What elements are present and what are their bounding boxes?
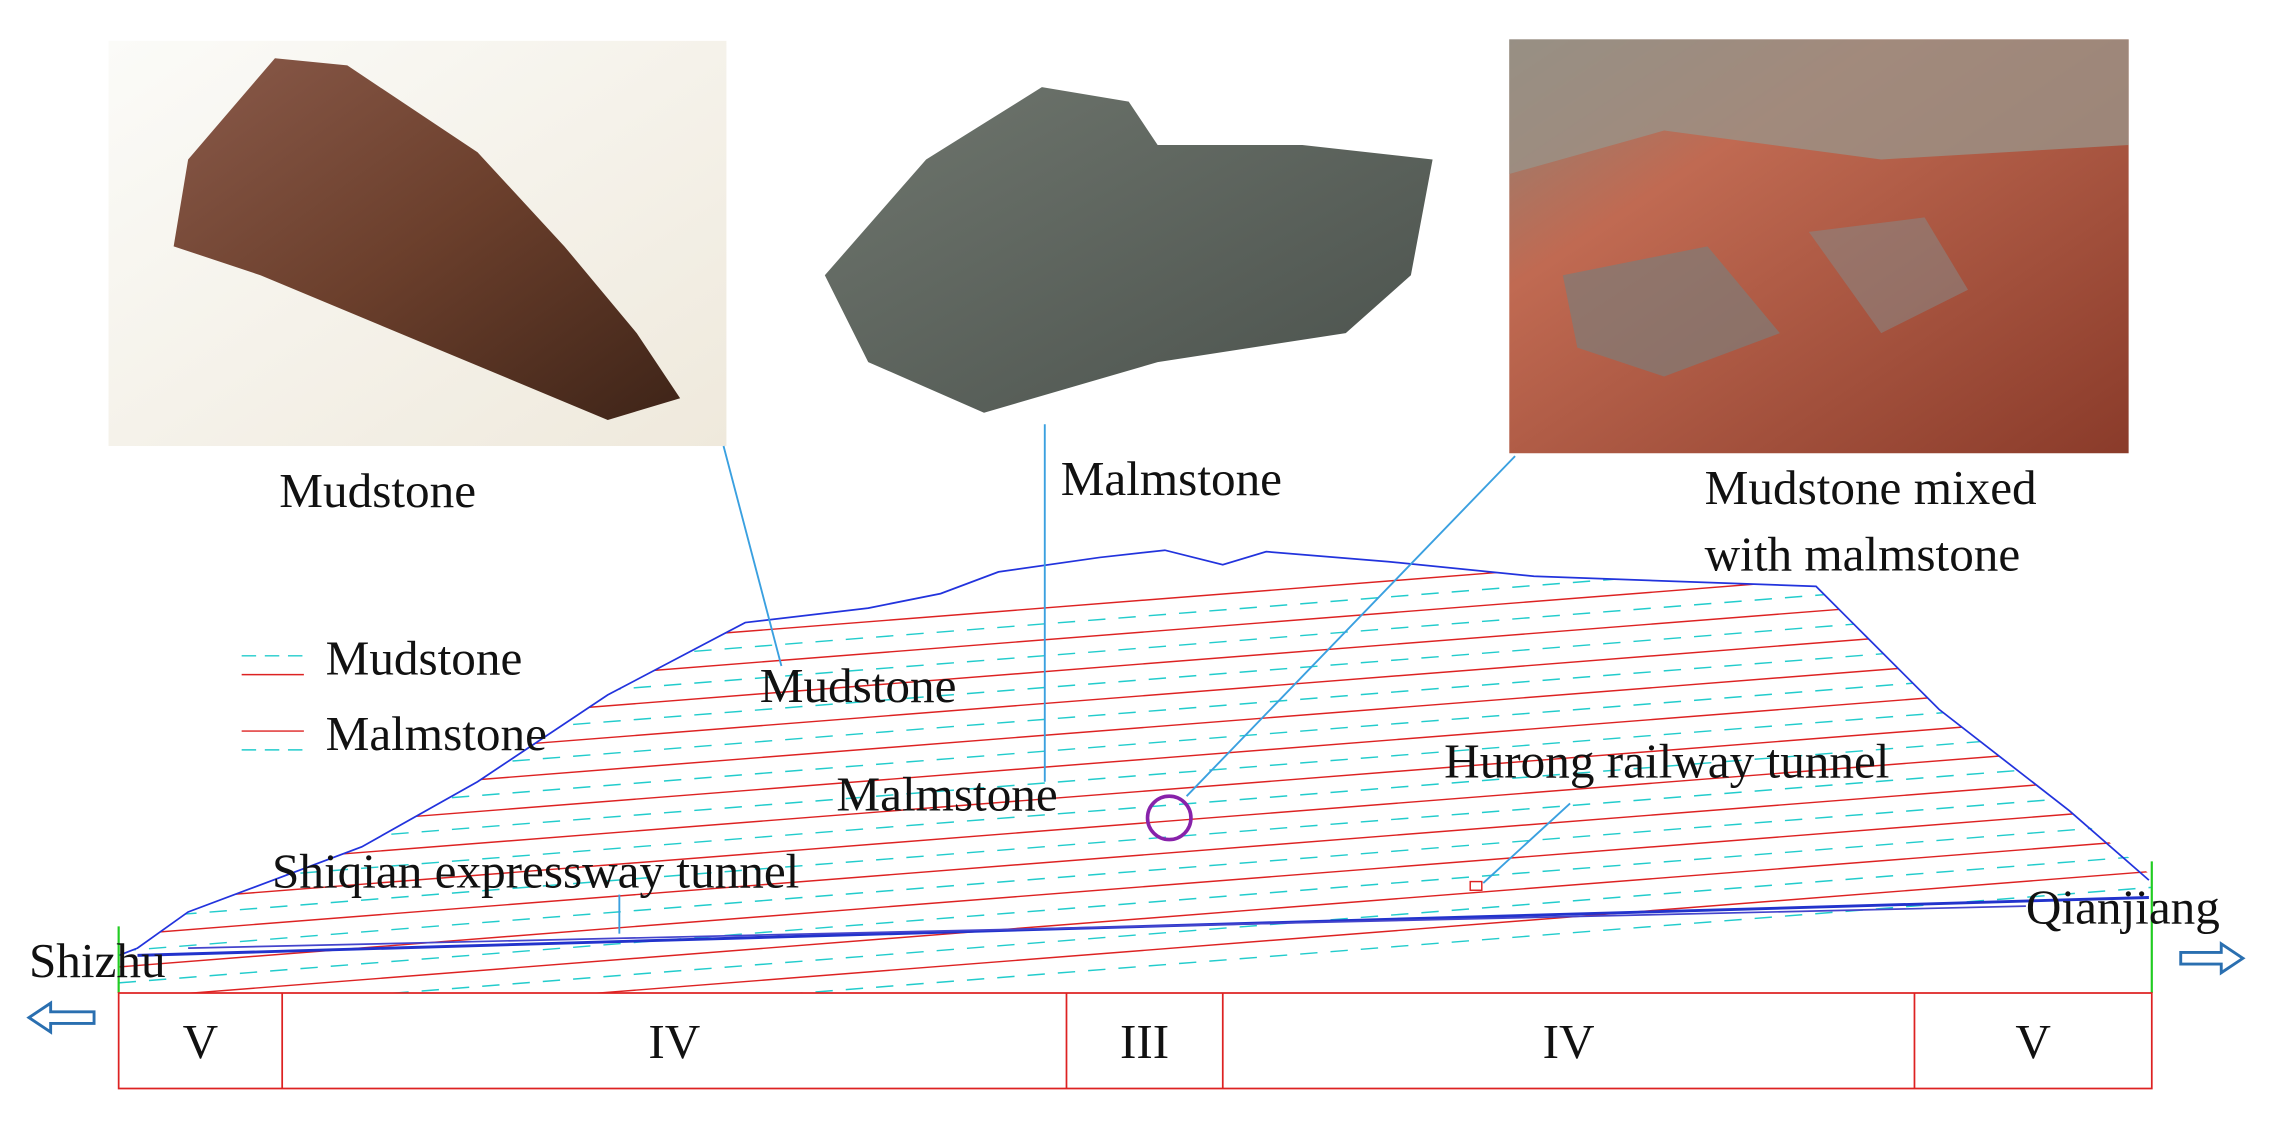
malmstone-layer bbox=[118, 807, 2152, 968]
grade-table: V IV III IV V bbox=[117, 992, 2153, 1090]
mudstone-layer bbox=[118, 822, 2152, 984]
malmstone-layer bbox=[118, 870, 2152, 994]
grade-label: IV bbox=[648, 1014, 700, 1069]
arrow-right bbox=[2179, 941, 2246, 976]
pointer bbox=[1185, 455, 1516, 797]
section-label: Hurong railway tunnel bbox=[1444, 733, 1889, 788]
section-label: Mudstone bbox=[760, 658, 957, 713]
malmstone-layer bbox=[118, 743, 2152, 905]
photo-label: with malmstone bbox=[1705, 526, 2021, 581]
end-label: Qianjiang bbox=[2026, 880, 2220, 935]
legend-label: Mudstone bbox=[326, 631, 523, 686]
terrain-outline bbox=[118, 549, 2150, 957]
section-label: Shiqian expressway tunnel bbox=[272, 843, 799, 898]
pointers bbox=[618, 424, 1571, 934]
mudstone-layer bbox=[118, 695, 2152, 857]
mudstone-layer bbox=[118, 663, 2152, 825]
patch bbox=[1808, 217, 1969, 334]
malmstone-layer bbox=[118, 775, 2152, 936]
grade-label: V bbox=[2015, 1014, 2051, 1069]
grade-label: V bbox=[183, 1014, 219, 1069]
mudstone-layer bbox=[118, 727, 2152, 889]
arrow-left bbox=[26, 1000, 96, 1035]
tunnel-line bbox=[188, 905, 2026, 950]
malmstone-layer bbox=[118, 838, 2152, 994]
pointer bbox=[722, 445, 783, 667]
end-label: Shizhu bbox=[29, 933, 166, 988]
rock bbox=[173, 58, 681, 420]
malmstone-layer bbox=[118, 711, 2152, 873]
grade-label: III bbox=[1120, 1014, 1169, 1069]
table-border bbox=[117, 992, 2153, 1090]
photo-label: Mudstone bbox=[279, 463, 476, 518]
tunnel-marker bbox=[1469, 880, 1483, 891]
photo-label: Mudstone mixed bbox=[1705, 460, 2037, 515]
patch bbox=[1509, 39, 2129, 174]
legend-label: Malmstone bbox=[326, 706, 547, 761]
sample-circle bbox=[1145, 794, 1193, 842]
malmstone-layer bbox=[118, 679, 2152, 841]
rock bbox=[824, 87, 1433, 413]
grade-label: IV bbox=[1543, 1014, 1595, 1069]
section-label: Malmstone bbox=[836, 767, 1057, 822]
mudstone-layer bbox=[118, 886, 2152, 994]
patch bbox=[1562, 246, 1780, 377]
photo-label: Malmstone bbox=[1061, 451, 1282, 506]
mudstone-layer bbox=[118, 854, 2152, 994]
mudstone-layer bbox=[118, 759, 2152, 920]
pointer bbox=[1482, 802, 1571, 884]
mudstone-layer bbox=[118, 791, 2152, 952]
